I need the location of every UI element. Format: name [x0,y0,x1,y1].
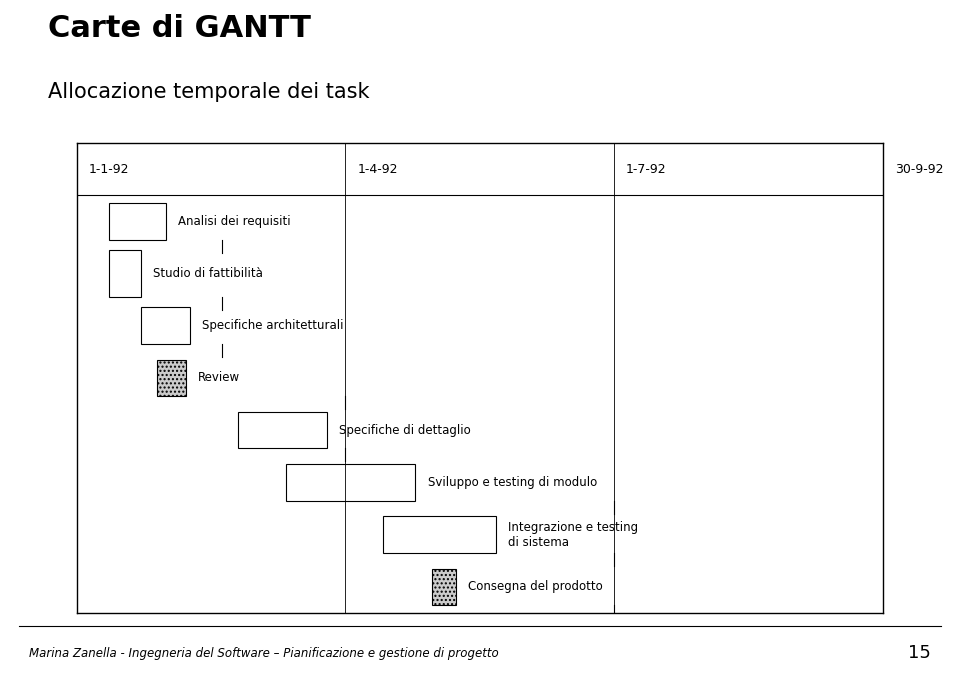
Bar [238,412,326,449]
Text: Specifiche architetturali: Specifiche architetturali [202,319,344,332]
Text: 15: 15 [908,644,931,663]
Text: 1-7-92: 1-7-92 [626,163,666,176]
Bar [109,250,141,297]
Text: 30-9-92: 30-9-92 [896,163,944,176]
Text: Consegna del prodotto: Consegna del prodotto [468,580,603,593]
Text: 1-1-92: 1-1-92 [89,163,130,176]
Text: Integrazione e testing
di sistema: Integrazione e testing di sistema [508,520,638,549]
Bar [383,516,496,553]
Bar [432,569,456,605]
Text: Specifiche di dettaglio: Specifiche di dettaglio [339,424,470,437]
Text: 1-4-92: 1-4-92 [357,163,398,176]
Text: Studio di fattibilità: Studio di fattibilità [154,267,263,280]
Bar [109,203,165,240]
Bar [141,308,190,344]
Text: Carte di GANTT: Carte di GANTT [48,14,311,43]
Text: Analisi dei requisiti: Analisi dei requisiti [178,215,290,228]
Text: Allocazione temporale dei task: Allocazione temporale dei task [48,82,370,101]
Text: Marina Zanella - Ingegneria del Software – Pianificazione e gestione di progetto: Marina Zanella - Ingegneria del Software… [29,647,498,660]
Bar [286,464,416,501]
Bar [157,360,185,396]
Text: Review: Review [198,371,240,385]
Text: Sviluppo e testing di modulo: Sviluppo e testing di modulo [427,476,597,489]
